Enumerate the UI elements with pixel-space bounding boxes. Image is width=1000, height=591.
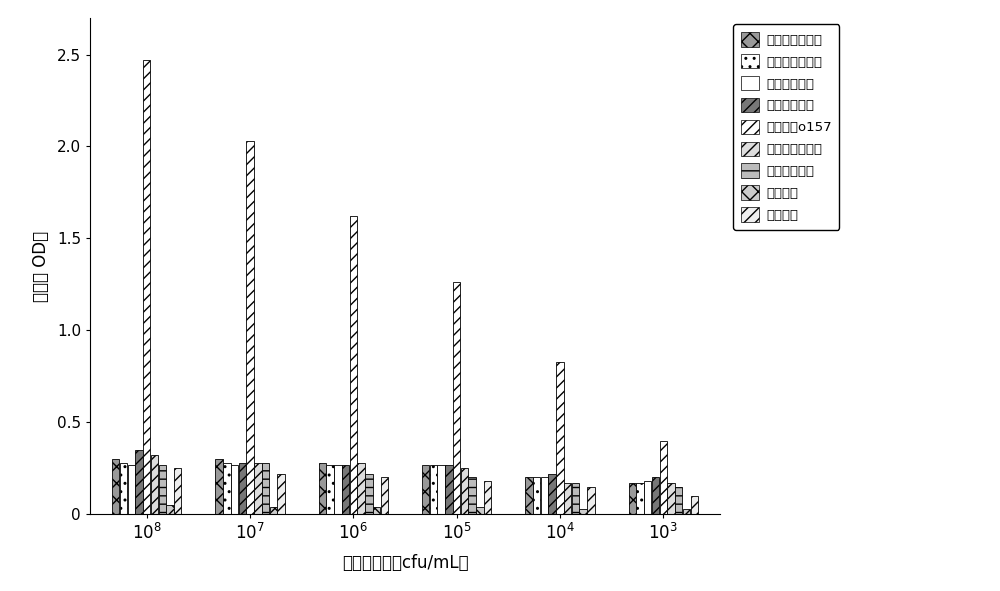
Bar (587, 486, 595, 514)
Bar (579, 509, 587, 514)
Bar (357, 463, 365, 514)
X-axis label: 各菌液浓度（cfu/mL）: 各菌液浓度（cfu/mL） (342, 554, 468, 573)
Bar (652, 478, 659, 514)
Bar (564, 483, 571, 514)
Bar (453, 282, 460, 514)
Legend: 英诺克李斯特菌, 鸡白痢沙门氏菌, 福氏志贺氏菌, 肠炎沙门氏菌, 大肠杆菌o157, 金黄色葡萄球菌, 单增李斯特菌, 阴性对照, 阳性对照: 英诺克李斯特菌, 鸡白痢沙门氏菌, 福氏志贺氏菌, 肠炎沙门氏菌, 大肠杆菌o1… (733, 24, 839, 230)
Bar (262, 463, 269, 514)
Bar (270, 507, 277, 514)
Bar (334, 465, 342, 514)
Bar (174, 468, 181, 514)
Bar (636, 483, 644, 514)
Bar (342, 465, 349, 514)
Bar (683, 509, 690, 514)
Bar (437, 465, 445, 514)
Bar (223, 463, 231, 514)
Bar (548, 474, 556, 514)
Bar (365, 474, 373, 514)
Bar (660, 441, 667, 514)
Bar (461, 468, 468, 514)
Bar (277, 474, 285, 514)
Bar (430, 465, 437, 514)
Bar (484, 481, 491, 514)
Bar (373, 507, 380, 514)
Bar (445, 465, 453, 514)
Bar (135, 450, 143, 514)
Bar (541, 478, 548, 514)
Bar (151, 455, 158, 514)
Bar (533, 478, 540, 514)
Bar (231, 465, 238, 514)
Bar (667, 483, 675, 514)
Bar (691, 496, 698, 514)
Bar (112, 459, 119, 514)
Y-axis label: 吸光度 OD値: 吸光度 OD値 (32, 230, 50, 301)
Bar (644, 481, 651, 514)
Bar (143, 60, 150, 514)
Bar (422, 465, 429, 514)
Bar (319, 463, 326, 514)
Bar (629, 483, 636, 514)
Bar (381, 478, 388, 514)
Bar (166, 505, 174, 514)
Bar (246, 141, 254, 514)
Bar (468, 478, 476, 514)
Bar (572, 483, 579, 514)
Bar (215, 459, 223, 514)
Bar (254, 463, 262, 514)
Bar (120, 463, 127, 514)
Bar (476, 507, 484, 514)
Bar (675, 486, 682, 514)
Bar (159, 465, 166, 514)
Bar (525, 478, 533, 514)
Bar (556, 362, 564, 514)
Bar (239, 463, 246, 514)
Bar (128, 465, 135, 514)
Bar (326, 465, 334, 514)
Bar (350, 216, 357, 514)
